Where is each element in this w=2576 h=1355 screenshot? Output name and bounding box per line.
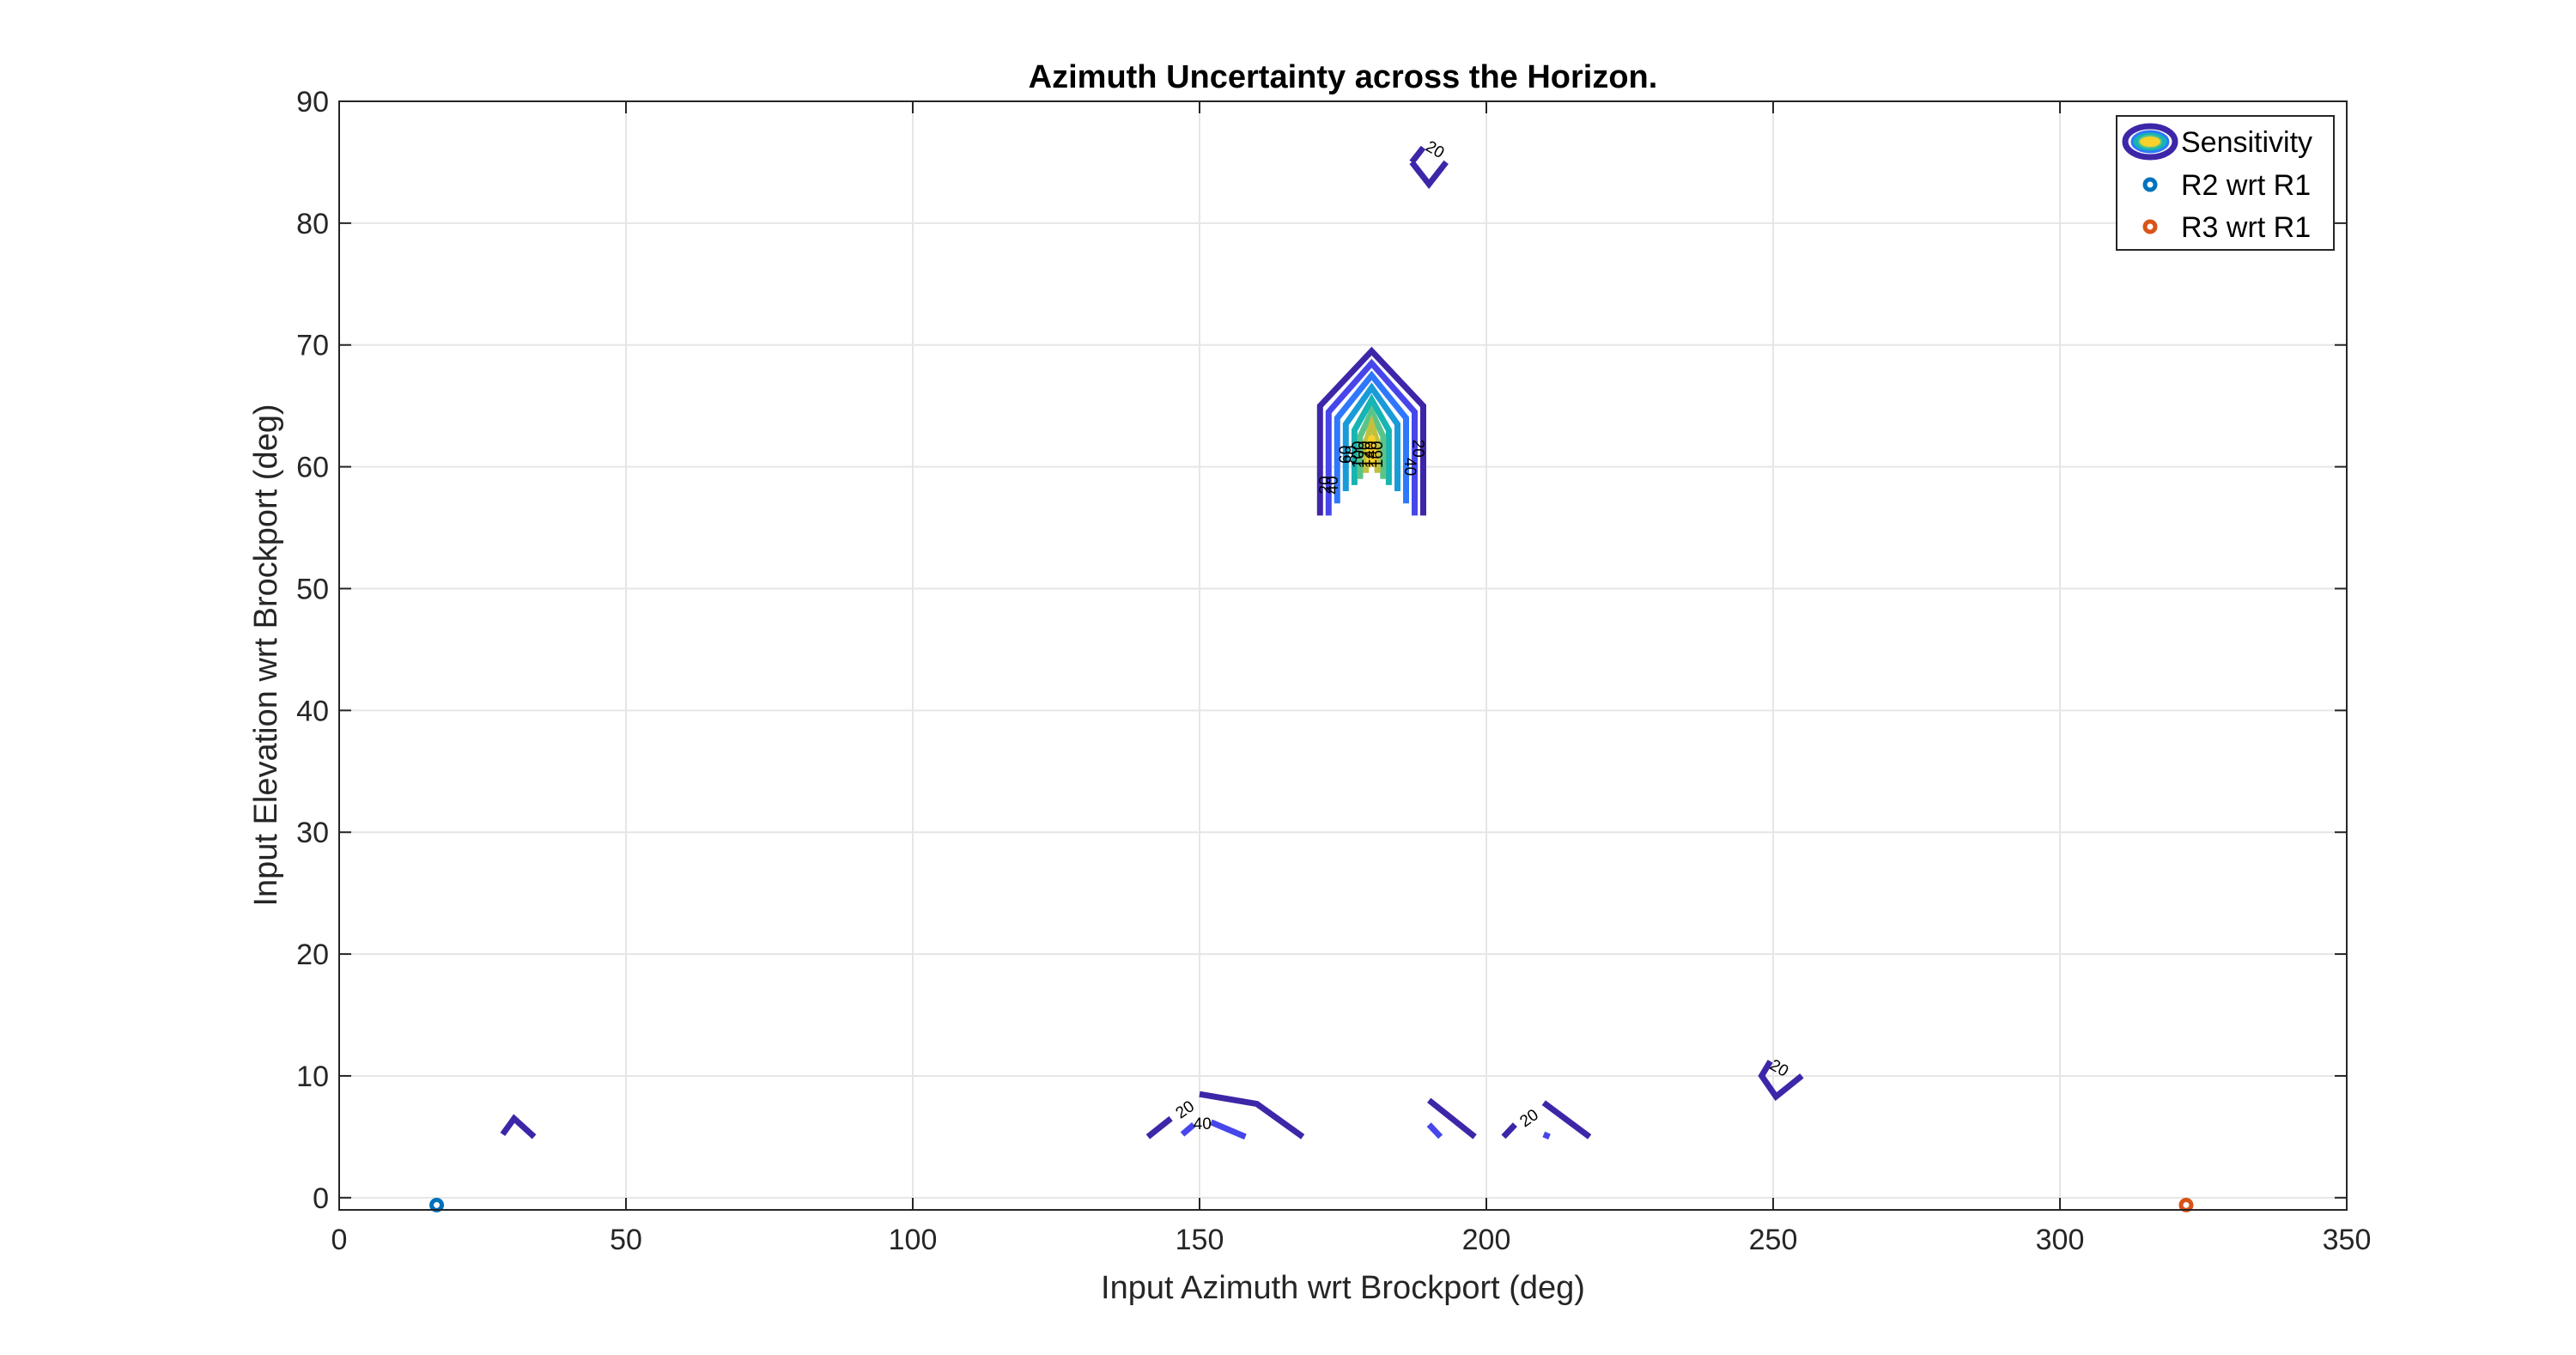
legend: Sensitivity R2 wrt R1 R3 wrt R1 [2116, 115, 2335, 251]
contour-line-20 [1316, 346, 1426, 516]
contour-line-120 [1357, 404, 1387, 479]
legend-label-sensitivity: Sensitivity [2181, 126, 2312, 159]
y-tick-label: 90 [296, 86, 329, 118]
x-tick-label: 0 [331, 1224, 348, 1256]
y-tick-label: 70 [296, 330, 329, 362]
y-tick-label: 80 [296, 208, 329, 240]
contour-label: 140 [1363, 441, 1381, 469]
y-tick-label: 30 [296, 817, 329, 849]
contour-line-40 [1210, 1119, 1247, 1140]
contour-label: 100 [1350, 441, 1368, 469]
contour-swatch-icon [2122, 123, 2178, 161]
contour-line-40 [1325, 358, 1418, 516]
y-tick-label: 0 [313, 1182, 329, 1215]
x-tick-label: 300 [2036, 1224, 2085, 1256]
legend-item-r3: R3 wrt R1 [2142, 211, 2311, 244]
contour-line-20 [1501, 1122, 1517, 1139]
contour-label: 40 [1324, 476, 1342, 494]
contour-label: 40 [1400, 458, 1419, 476]
grid [339, 101, 2347, 1210]
r2-marker-icon [2142, 177, 2158, 192]
x-tick-label: 200 [1462, 1224, 1511, 1256]
contour-label: 160 [1369, 441, 1387, 469]
contour-line-60 [1334, 370, 1409, 504]
y-tick-label: 50 [296, 573, 329, 605]
contour-line-20 [1758, 1060, 1804, 1102]
legend-item-sensitivity: Sensitivity [2122, 123, 2312, 161]
contour-line-20 [1409, 160, 1449, 190]
x-axis-label: Input Azimuth wrt Brockport (deg) [1101, 1270, 1585, 1306]
contour-label: 120 [1357, 441, 1375, 469]
x-tick-label: 150 [1176, 1224, 1224, 1256]
contour-line-20 [1199, 1091, 1305, 1139]
contour-label: 40 [1194, 1115, 1212, 1133]
contour-line-20 [500, 1114, 537, 1139]
chart-title: Azimuth Uncertainty across the Horizon. [1029, 59, 1658, 95]
axes-ticks: 0 50 100 150 200 250 300 350 0 10 20 30 40 50 60 70 80 90 [296, 86, 2371, 1256]
legend-item-r2: R2 wrt R1 [2142, 169, 2311, 202]
x-tick-label: 100 [889, 1224, 938, 1256]
contour-line-40 [1426, 1122, 1443, 1139]
y-tick-label: 40 [296, 695, 329, 727]
contour-line-20 [1145, 1115, 1173, 1139]
plot-box [338, 100, 2348, 1211]
contour-line-40 [1180, 1122, 1196, 1137]
y-tick-label: 10 [296, 1060, 329, 1093]
legend-label-r3: R3 wrt R1 [2181, 211, 2311, 244]
y-tick-label: 20 [296, 939, 329, 971]
contour-line-20 [1409, 145, 1426, 165]
y-axis-label: Input Elevation wrt Brockport (deg) [248, 404, 284, 906]
contour-line-20 [1427, 1097, 1477, 1139]
contour-label: 80 [1343, 446, 1361, 464]
x-tick-label: 250 [1749, 1224, 1798, 1256]
contour-label: 60 [1337, 446, 1355, 464]
r3-marker-icon [2142, 219, 2158, 234]
contour-line-20 [1541, 1100, 1592, 1139]
legend-label-r2: R2 wrt R1 [2181, 169, 2311, 202]
contour-line-40 [1542, 1131, 1551, 1140]
y-tick-label: 60 [296, 452, 329, 484]
contour-line-100 [1351, 393, 1392, 485]
contour-plot [500, 145, 1804, 1140]
x-tick-label: 50 [610, 1224, 642, 1256]
contour-line-160 [1366, 435, 1377, 467]
contour-line-80 [1342, 382, 1400, 491]
contour-line-140 [1363, 414, 1381, 473]
x-tick-label: 350 [2323, 1224, 2372, 1256]
contour-label: 20 [1408, 440, 1426, 458]
contour-label: 20 [1317, 476, 1335, 494]
